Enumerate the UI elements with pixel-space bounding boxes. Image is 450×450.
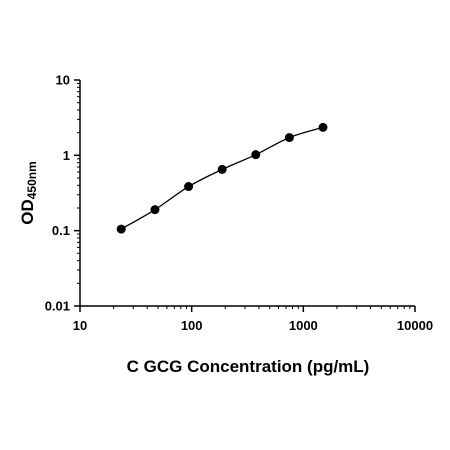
data-point — [184, 182, 194, 192]
x-ticks: 10 100 1000 10000 — [73, 306, 433, 333]
y-axis-title-subscript: 450nm — [25, 161, 39, 199]
y-ticks: 0.01 0.1 1 10 — [45, 73, 80, 314]
data-point — [284, 133, 294, 143]
x-tick-label: 100 — [181, 318, 203, 333]
x-tick-label: 10000 — [397, 318, 433, 333]
y-tick-label: 0.1 — [52, 223, 70, 238]
y-tick-label: 1 — [63, 148, 70, 163]
x-axis-title: C GCG Concentration (pg/mL) — [127, 357, 370, 376]
y-tick-label: 0.01 — [45, 299, 70, 314]
data-point — [150, 205, 160, 215]
axes — [79, 80, 415, 307]
data-point — [116, 224, 126, 234]
data-points — [116, 122, 328, 234]
y-axis-title: OD450nm — [18, 161, 39, 225]
data-point — [251, 150, 261, 160]
y-tick-label: 10 — [56, 73, 70, 88]
data-point — [318, 122, 328, 132]
data-point — [217, 164, 227, 174]
fit-curve — [120, 126, 324, 230]
y-axis-title-main: OD — [18, 199, 37, 225]
x-tick-label: 10 — [73, 318, 87, 333]
x-tick-label: 1000 — [289, 318, 318, 333]
